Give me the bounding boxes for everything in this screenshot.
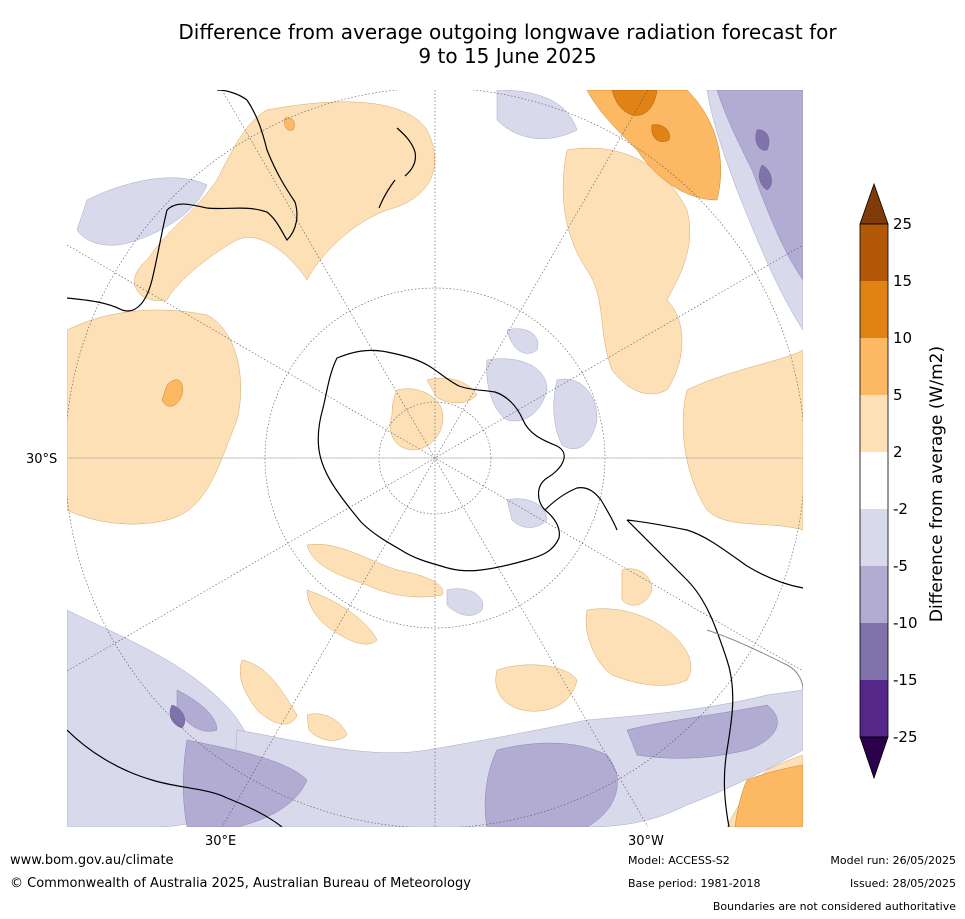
footer-copyright: © Commonwealth of Australia 2025, Austra…: [10, 876, 471, 891]
map-title: Difference from average outgoing longwav…: [60, 20, 955, 68]
colorbar: [859, 182, 889, 780]
lat-label-30s: 30°S: [26, 452, 58, 467]
title-line-2: 9 to 15 June 2025: [418, 44, 597, 68]
footer-model-run: Model run: 26/05/2025: [830, 854, 956, 867]
negative-anomaly-5-10: [176, 90, 803, 827]
colorbar-tick: 10: [893, 329, 913, 347]
colorbar-label-text: Difference from average (W/m2): [927, 345, 947, 623]
colorbar-tick: 15: [893, 272, 913, 290]
colorbar-band-2-5: [860, 395, 888, 452]
lon-label-30e: 30°E: [205, 834, 237, 849]
colorbar-band-neg5-neg10: [860, 566, 888, 623]
colorbar-tick: -15: [893, 671, 918, 689]
colorbar-tick: -2: [893, 500, 908, 518]
footer-url[interactable]: www.bom.gov.au/climate: [10, 853, 174, 868]
colorbar-band-neg2-neg5: [860, 509, 888, 566]
positive-anomaly-10-15: [611, 90, 670, 142]
colorbar-band-neg15-neg25: [860, 680, 888, 737]
south-america-coastline: [626, 519, 803, 827]
colorbar-extend-bottom: [859, 736, 889, 780]
colorbar-tick: -10: [893, 614, 918, 632]
new-zealand-coastline: [378, 127, 417, 209]
footer-model: Model: ACCESS-S2: [628, 854, 730, 867]
colorbar-frame: [859, 223, 889, 738]
footer-issued: Issued: 28/05/2025: [849, 877, 956, 890]
antarctic-peninsula-coastline: [544, 487, 618, 531]
south-america-boundary: [706, 629, 803, 691]
colorbar-band-10-15: [860, 281, 888, 338]
colorbar-tick: -25: [893, 728, 918, 746]
negative-anomaly-10-15: [169, 129, 772, 729]
southern-africa-coastline: [67, 729, 283, 827]
colorbar-band-neutral: [860, 452, 888, 509]
colorbar-band-5-10: [860, 338, 888, 395]
colorbar-band-neg10-neg15: [860, 623, 888, 680]
map-canvas: [67, 90, 803, 827]
positive-anomaly-2-5: [67, 101, 803, 827]
colorbar-tick: 2: [893, 443, 903, 461]
footer-disclaimer: Boundaries are not considered authoritat…: [712, 900, 956, 913]
colorbar-tick: 25: [893, 215, 913, 233]
lon-label-30w: 30°W: [628, 834, 664, 849]
colorbar-extend-top: [859, 182, 889, 225]
positive-anomaly-5-10: [161, 90, 803, 827]
antarctica-coastline: [317, 349, 565, 572]
title-line-1: Difference from average outgoing longwav…: [178, 20, 837, 44]
australia-coastline: [67, 90, 298, 312]
colorbar-band-15-25: [860, 224, 888, 281]
colorbar-tick: 5: [893, 386, 903, 404]
polar-map: [67, 90, 803, 827]
colorbar-tick: -5: [893, 557, 908, 575]
footer-base-period: Base period: 1981-2018: [628, 877, 761, 890]
